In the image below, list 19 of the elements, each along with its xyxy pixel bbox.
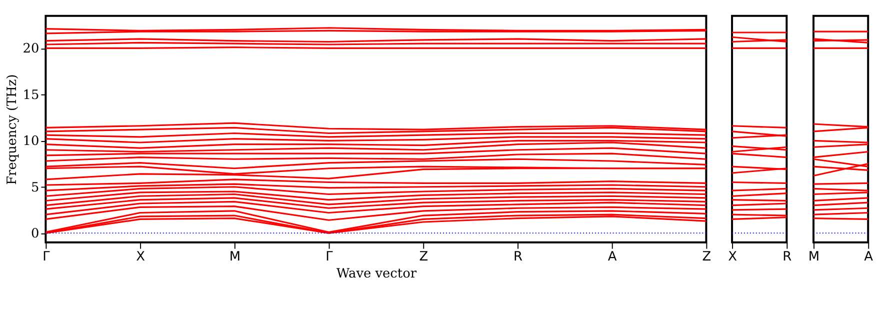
x-tick-label: A [864,250,874,265]
x-tick-label: Γ [326,250,334,265]
x-tick-label: R [782,250,792,265]
x-tick-label: Γ [42,250,51,265]
y-axis-title: Frequency (THz) [4,74,20,185]
y-tick-label: 15 [22,88,40,103]
y-tick-label: 0 [31,226,40,242]
y-tick-label: 5 [31,180,40,196]
y-tick-label: 10 [22,134,40,150]
x-tick-label: M [229,250,240,265]
x-tick-label: M [808,250,820,265]
x-tick-label: Z [419,250,428,265]
x-tick-label: R [514,250,522,265]
x-axis-title: Wave vector [336,266,418,282]
x-tick-label: Z [702,250,712,265]
x-tick-label: X [136,250,146,265]
x-tick-label: A [608,250,617,265]
y-tick-label: 20 [22,42,40,57]
x-tick-label: X [728,250,738,265]
